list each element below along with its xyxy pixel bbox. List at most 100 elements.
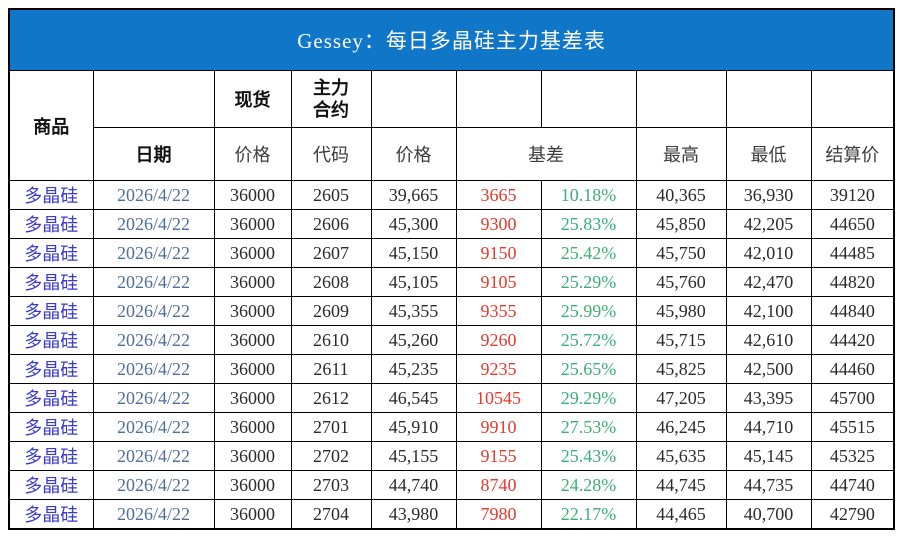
cell-code: 2703: [290, 470, 372, 500]
header-band-cell: [810, 70, 895, 128]
cell-price: 44,740: [370, 470, 457, 500]
cell-high: 40,365: [635, 180, 727, 210]
cell-basis: 9150: [455, 238, 542, 268]
cell-low: 36,930: [725, 180, 812, 210]
col-header-settlement: 结算价: [810, 127, 895, 181]
cell-basis: 7980: [455, 499, 542, 530]
cell-code: 2607: [290, 238, 372, 268]
cell-settle: 44460: [810, 354, 895, 384]
cell-date: 2026/4/22: [92, 209, 215, 239]
header-band-cell: [540, 70, 637, 128]
header-band-cell: [370, 70, 457, 128]
table-row: 多晶硅 2026/4/22 36000 2606 45,300 9300 25.83% 45,…: [8, 209, 895, 239]
cell-basis-pct: 22.17%: [540, 499, 637, 530]
cell-low: 42,470: [725, 267, 812, 297]
header-band-cell: [635, 70, 727, 128]
table-row: 多晶硅 2026/4/22 36000 2702 45,155 9155 25.43% 45,…: [8, 441, 895, 471]
cell-price: 45,355: [370, 296, 457, 326]
cell-commodity: 多晶硅: [8, 238, 94, 268]
cell-spot-price: 36000: [213, 412, 292, 442]
title-bar: Gessey：每日多晶硅主力基差表: [8, 8, 895, 71]
cell-low: 42,205: [725, 209, 812, 239]
cell-basis: 9910: [455, 412, 542, 442]
cell-price: 45,155: [370, 441, 457, 471]
header-row-2: 日期 价格 代码 价格 基差 最高 最低 结算价: [9, 127, 895, 181]
cell-date: 2026/4/22: [92, 499, 215, 530]
cell-price: 45,150: [370, 238, 457, 268]
cell-basis-pct: 24.28%: [540, 470, 637, 500]
cell-basis: 9235: [455, 354, 542, 384]
cell-price: 45,235: [370, 354, 457, 384]
cell-spot-price: 36000: [213, 325, 292, 355]
col-header-code: 代码: [290, 127, 372, 181]
cell-low: 44,735: [725, 470, 812, 500]
cell-code: 2606: [290, 209, 372, 239]
col-header-main-contract: 主力 合约: [290, 70, 372, 128]
cell-basis-pct: 29.29%: [540, 383, 637, 413]
cell-high: 47,205: [635, 383, 727, 413]
cell-settle: 44485: [810, 238, 895, 268]
cell-basis-pct: 25.72%: [540, 325, 637, 355]
cell-commodity: 多晶硅: [8, 412, 94, 442]
cell-commodity: 多晶硅: [8, 325, 94, 355]
cell-high: 45,750: [635, 238, 727, 268]
cell-low: 42,610: [725, 325, 812, 355]
cell-date: 2026/4/22: [92, 441, 215, 471]
cell-basis-pct: 25.99%: [540, 296, 637, 326]
cell-high: 45,715: [635, 325, 727, 355]
cell-low: 44,710: [725, 412, 812, 442]
cell-commodity: 多晶硅: [8, 354, 94, 384]
col-header-commodity: 商品: [8, 70, 94, 181]
cell-basis-pct: 25.42%: [540, 238, 637, 268]
cell-basis: 3665: [455, 180, 542, 210]
table-row: 多晶硅 2026/4/22 36000 2607 45,150 9150 25.42% 45,…: [8, 238, 895, 268]
cell-code: 2702: [290, 441, 372, 471]
cell-low: 43,395: [725, 383, 812, 413]
cell-code: 2704: [290, 499, 372, 530]
cell-price: 45,260: [370, 325, 457, 355]
cell-high: 45,825: [635, 354, 727, 384]
cell-price: 45,300: [370, 209, 457, 239]
cell-basis: 9355: [455, 296, 542, 326]
cell-spot-price: 36000: [213, 441, 292, 471]
table-body: 多晶硅 2026/4/22 36000 2605 39,665 3665 10.18% 40,…: [8, 180, 895, 530]
cell-settle: 42790: [810, 499, 895, 530]
col-header-high: 最高: [635, 127, 727, 181]
cell-date: 2026/4/22: [92, 412, 215, 442]
cell-spot-price: 36000: [213, 470, 292, 500]
basis-table: Gessey：每日多晶硅主力基差表 商品 现货 主力 合约: [8, 8, 896, 530]
cell-basis-pct: 10.18%: [540, 180, 637, 210]
cell-commodity: 多晶硅: [8, 499, 94, 530]
daily-basis-report: Gessey：每日多晶硅主力基差表 商品 现货 主力 合约: [8, 8, 896, 530]
cell-high: 45,850: [635, 209, 727, 239]
cell-price: 39,665: [370, 180, 457, 210]
cell-date: 2026/4/22: [92, 325, 215, 355]
cell-price: 43,980: [370, 499, 457, 530]
cell-basis: 10545: [455, 383, 542, 413]
cell-code: 2701: [290, 412, 372, 442]
cell-basis-pct: 25.29%: [540, 267, 637, 297]
cell-high: 45,635: [635, 441, 727, 471]
cell-basis-pct: 25.65%: [540, 354, 637, 384]
cell-settle: 45700: [810, 383, 895, 413]
cell-date: 2026/4/22: [92, 296, 215, 326]
col-header-spot: 现货: [213, 70, 292, 128]
cell-low: 40,700: [725, 499, 812, 530]
cell-commodity: 多晶硅: [8, 470, 94, 500]
cell-settle: 44820: [810, 267, 895, 297]
cell-high: 44,465: [635, 499, 727, 530]
col-header-basis: 基差: [455, 127, 637, 181]
cell-basis-pct: 25.43%: [540, 441, 637, 471]
cell-commodity: 多晶硅: [8, 209, 94, 239]
cell-basis-pct: 27.53%: [540, 412, 637, 442]
table-row: 多晶硅 2026/4/22 36000 2608 45,105 9105 25.29% 45,…: [8, 267, 895, 297]
table-row: 多晶硅 2026/4/22 36000 2611 45,235 9235 25.65% 45,…: [8, 354, 895, 384]
cell-commodity: 多晶硅: [8, 383, 94, 413]
cell-spot-price: 36000: [213, 354, 292, 384]
cell-price: 46,545: [370, 383, 457, 413]
cell-commodity: 多晶硅: [8, 441, 94, 471]
table-row: 多晶硅 2026/4/22 36000 2704 43,980 7980 22.17% 44,…: [8, 499, 895, 530]
cell-high: 46,245: [635, 412, 727, 442]
header-row-1: 商品 现货 主力 合约: [8, 70, 895, 181]
cell-high: 44,745: [635, 470, 727, 500]
